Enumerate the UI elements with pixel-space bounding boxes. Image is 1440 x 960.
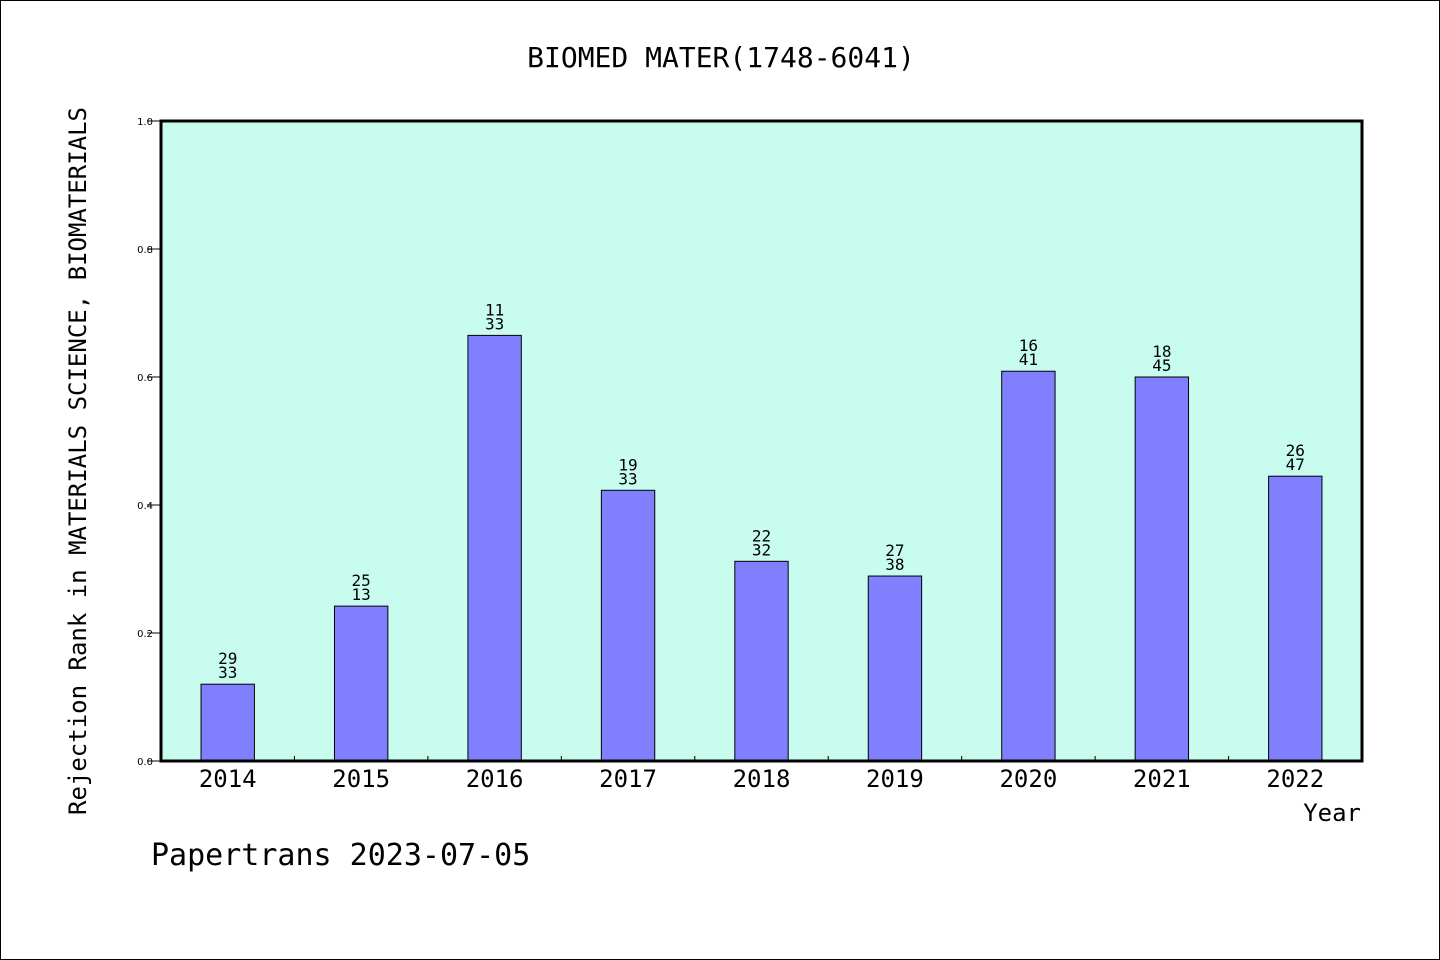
data-label-bottom: 13	[352, 585, 371, 604]
data-label-bottom: 47	[1286, 455, 1305, 474]
y-axis-label: Rejection Rank in MATERIALS SCIENCE, BIO…	[64, 107, 92, 815]
y-tick-label: 0.2	[137, 629, 153, 640]
bar-2016	[467, 334, 522, 762]
x-axis-label: Year	[1303, 799, 1361, 827]
x-tick-label: 2014	[199, 765, 257, 793]
x-tick-label: 2015	[332, 765, 390, 793]
y-tick-label: 0.0	[137, 757, 153, 768]
data-label-bottom: 33	[485, 314, 504, 333]
x-tick-label: 2016	[466, 765, 524, 793]
data-label-bottom: 41	[1019, 350, 1038, 369]
x-tick-label: 2017	[599, 765, 657, 793]
bar-2017	[600, 489, 656, 762]
x-tick-label: 2020	[999, 765, 1057, 793]
data-label-bottom: 32	[752, 540, 771, 559]
bar-2019	[867, 575, 923, 762]
y-tick-label: 1.0	[137, 117, 153, 128]
bar-2021	[1134, 376, 1190, 762]
ticks-layer: 0.0 0.2 0.4 0.6 0.8 1.0 2014 2015 2016 2017 2018 20…	[137, 117, 1324, 793]
bar-2022	[1268, 475, 1323, 762]
y-tick-label: 0.6	[137, 373, 153, 384]
bar-2015	[333, 605, 389, 762]
data-label-top: 22	[752, 526, 771, 545]
data-label-bottom: 45	[1152, 356, 1171, 375]
plot-border	[159, 119, 1364, 763]
y-tick-label: 0.8	[137, 245, 153, 256]
data-label-top: 16	[1019, 336, 1038, 355]
data-label-top: 11	[485, 300, 504, 319]
chart-title: BIOMED MATER(1748-6041)	[527, 41, 915, 74]
data-label-top: 26	[1286, 441, 1305, 460]
data-label-bottom: 38	[885, 555, 904, 574]
bar-2018	[734, 560, 789, 762]
y-tick-label: 0.4	[137, 501, 153, 512]
bar-2020	[1001, 370, 1056, 762]
bar-2014	[200, 683, 255, 762]
footer-text: Papertrans 2023-07-05	[151, 838, 530, 873]
data-label-top: 19	[618, 455, 637, 474]
data-label-top: 25	[352, 571, 371, 590]
x-tick-label: 2019	[866, 765, 924, 793]
data-label-top: 29	[218, 649, 237, 668]
x-tick-label: 2018	[733, 765, 791, 793]
x-tick-label: 2022	[1266, 765, 1324, 793]
data-label-top: 18	[1152, 342, 1171, 361]
x-tick-label: 2021	[1133, 765, 1191, 793]
data-label-bottom: 33	[618, 469, 637, 488]
data-label-bottom: 33	[218, 663, 237, 682]
data-label-top: 27	[885, 541, 904, 560]
